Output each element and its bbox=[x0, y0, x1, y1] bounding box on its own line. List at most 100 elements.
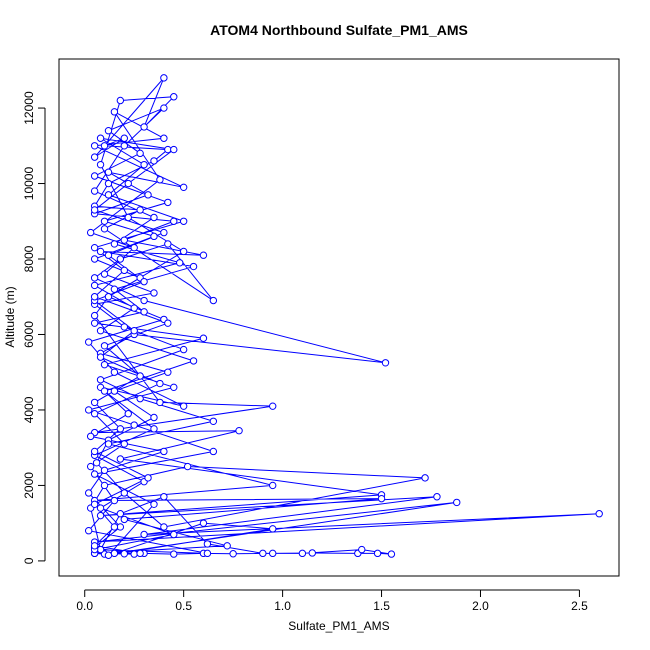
data-point bbox=[84, 489, 93, 497]
x-tick-label: 0.0 bbox=[76, 599, 93, 613]
data-point bbox=[100, 142, 109, 150]
data-point bbox=[150, 232, 158, 241]
data-point bbox=[116, 425, 125, 433]
x-tick-label: 2.0 bbox=[472, 599, 489, 613]
data-point bbox=[298, 549, 307, 558]
data-point bbox=[179, 345, 188, 354]
data-point bbox=[116, 255, 125, 263]
data-point bbox=[358, 545, 366, 554]
data-point bbox=[209, 447, 218, 456]
data-point bbox=[90, 470, 99, 478]
data-point bbox=[84, 406, 93, 414]
y-tick-label: 12000 bbox=[22, 91, 36, 125]
x-tick-label: 2.5 bbox=[571, 599, 588, 613]
data-point bbox=[156, 398, 164, 407]
data-point bbox=[179, 183, 188, 192]
data-point bbox=[96, 353, 105, 361]
y-tick-label: 2000 bbox=[22, 472, 36, 499]
y-axis: 0 2000 4000 6000 8000 10000 12000 bbox=[22, 91, 46, 564]
data-point bbox=[136, 394, 144, 403]
data-point bbox=[86, 462, 95, 471]
data-point bbox=[150, 500, 158, 508]
data-point bbox=[170, 145, 178, 154]
data-point bbox=[189, 262, 198, 271]
data-point bbox=[377, 494, 386, 503]
data-point bbox=[90, 255, 99, 263]
data-point bbox=[110, 285, 119, 293]
data-point bbox=[96, 247, 105, 256]
data-point bbox=[100, 270, 109, 278]
data-point bbox=[90, 311, 99, 320]
data-point bbox=[209, 296, 218, 305]
y-tick-label: 6000 bbox=[22, 321, 36, 348]
data-point bbox=[269, 525, 277, 533]
data-point bbox=[104, 293, 113, 301]
data-point bbox=[170, 93, 178, 101]
data-point bbox=[104, 168, 113, 176]
data-point bbox=[130, 550, 138, 558]
data-point bbox=[433, 493, 441, 501]
data-point bbox=[136, 149, 144, 158]
data-point bbox=[90, 142, 99, 150]
data-point bbox=[269, 402, 277, 410]
data-point bbox=[110, 496, 119, 505]
data-point bbox=[170, 530, 178, 539]
data-point bbox=[160, 104, 168, 112]
plot-frame bbox=[58, 58, 620, 577]
data-point bbox=[90, 187, 99, 195]
data-point bbox=[120, 142, 129, 150]
data-point bbox=[120, 550, 129, 558]
data-point bbox=[160, 134, 168, 142]
data-point bbox=[90, 500, 99, 508]
plot-marks bbox=[84, 74, 603, 559]
data-point bbox=[160, 523, 168, 531]
data-point bbox=[100, 481, 109, 490]
y-tick-label: 4000 bbox=[22, 396, 36, 423]
data-point bbox=[130, 304, 138, 312]
data-point bbox=[90, 172, 99, 180]
data-point bbox=[96, 504, 105, 512]
data-point bbox=[387, 550, 396, 558]
data-point bbox=[156, 379, 164, 388]
series-line bbox=[86, 77, 600, 556]
data-point bbox=[100, 360, 109, 369]
data-point bbox=[176, 259, 184, 267]
data-point bbox=[100, 387, 109, 395]
data-point bbox=[164, 319, 172, 327]
y-tick-label: 8000 bbox=[22, 245, 36, 272]
data-point bbox=[116, 96, 125, 105]
data-point bbox=[90, 206, 99, 214]
data-point bbox=[100, 466, 109, 475]
data-point bbox=[453, 498, 461, 507]
data-point bbox=[259, 549, 267, 558]
data-point bbox=[86, 228, 95, 237]
data-point bbox=[140, 160, 148, 169]
data-point bbox=[110, 523, 119, 531]
data-point bbox=[120, 323, 129, 331]
data-point bbox=[150, 289, 158, 297]
data-point bbox=[164, 368, 172, 376]
data-point bbox=[90, 542, 99, 550]
data-point bbox=[229, 550, 237, 558]
data-point bbox=[144, 191, 152, 199]
data-point bbox=[150, 425, 158, 433]
data-point bbox=[104, 440, 113, 448]
data-point bbox=[223, 542, 231, 550]
data-point bbox=[90, 319, 99, 327]
data-point bbox=[84, 527, 93, 535]
data-point bbox=[100, 225, 109, 233]
data-point bbox=[90, 293, 99, 301]
data-point bbox=[116, 510, 125, 518]
data-point bbox=[170, 217, 178, 225]
data-point bbox=[140, 123, 148, 131]
data-point bbox=[308, 549, 316, 557]
data-point bbox=[120, 440, 129, 448]
data-point bbox=[104, 251, 113, 259]
data-point bbox=[199, 251, 208, 259]
data-point bbox=[90, 398, 99, 407]
data-point bbox=[164, 198, 172, 207]
data-point bbox=[110, 368, 119, 376]
data-point bbox=[120, 515, 129, 524]
data-point bbox=[189, 357, 198, 365]
